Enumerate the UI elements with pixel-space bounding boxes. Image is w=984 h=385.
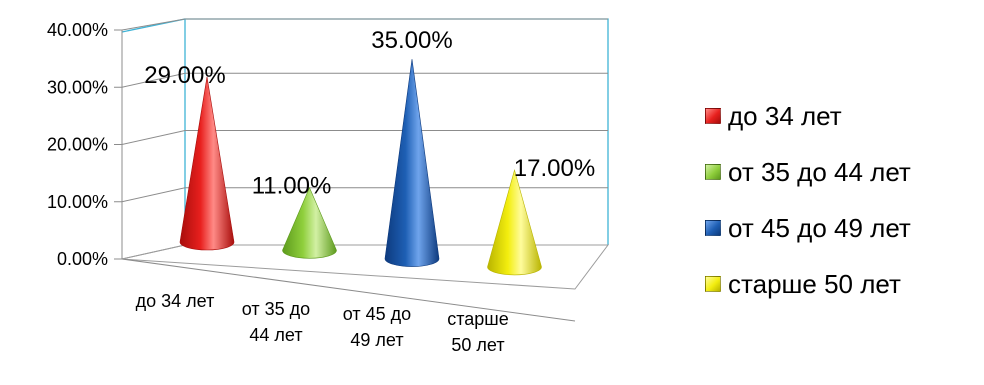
category-label: от 45 до (343, 304, 411, 324)
category-label: 49 лет (350, 330, 403, 350)
y-tick-label: 0.00% (57, 249, 108, 269)
category-label: старше (447, 309, 509, 329)
legend-swatch (705, 108, 721, 124)
gridline (121, 18, 608, 31)
gridline (121, 72, 608, 88)
data-label: 17.00% (514, 155, 595, 182)
category-label: до 34 лет (136, 291, 215, 311)
category-label: от 35 до (242, 299, 310, 319)
legend-swatch (705, 220, 721, 236)
legend-item: до 34 лет (705, 88, 911, 144)
data-label: 35.00% (371, 27, 452, 54)
legend-item: старше 50 лет (705, 256, 911, 312)
floor (121, 244, 609, 290)
y-tick-label: 10.00% (47, 192, 108, 212)
cone-bar (282, 186, 337, 259)
legend-item: от 45 до 49 лет (705, 200, 911, 256)
legend-label: до 34 лет (728, 100, 842, 131)
data-label: 29.00% (144, 62, 225, 89)
legend-label: старше 50 лет (728, 268, 901, 299)
legend-swatch (705, 164, 721, 180)
data-label: 11.00% (252, 173, 332, 200)
gridline (121, 187, 608, 203)
legend-label: от 35 до 44 лет (728, 156, 911, 187)
legend: до 34 лет от 35 до 44 лет от 45 до 49 ле… (705, 88, 911, 312)
gridline (121, 130, 608, 145)
y-tick-label: 30.00% (47, 77, 108, 97)
x-axis (121, 258, 576, 322)
cone-bar (179, 76, 235, 251)
cone-bar (384, 59, 440, 267)
legend-item: от 35 до 44 лет (705, 144, 911, 200)
category-label: 50 лет (451, 335, 504, 355)
cone-bar (487, 168, 542, 276)
legend-label: от 45 до 49 лет (728, 212, 911, 243)
y-tick-label: 20.00% (47, 135, 108, 155)
y-tick-label: 40.00% (47, 20, 108, 40)
category-label: 44 лет (249, 325, 302, 345)
legend-swatch (705, 276, 721, 292)
